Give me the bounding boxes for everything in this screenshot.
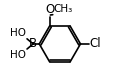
Text: B: B xyxy=(29,37,37,50)
Text: CH₃: CH₃ xyxy=(53,4,72,14)
Text: HO: HO xyxy=(10,50,26,60)
Text: HO: HO xyxy=(10,28,26,38)
Text: Cl: Cl xyxy=(89,37,100,50)
Text: O: O xyxy=(45,3,54,16)
